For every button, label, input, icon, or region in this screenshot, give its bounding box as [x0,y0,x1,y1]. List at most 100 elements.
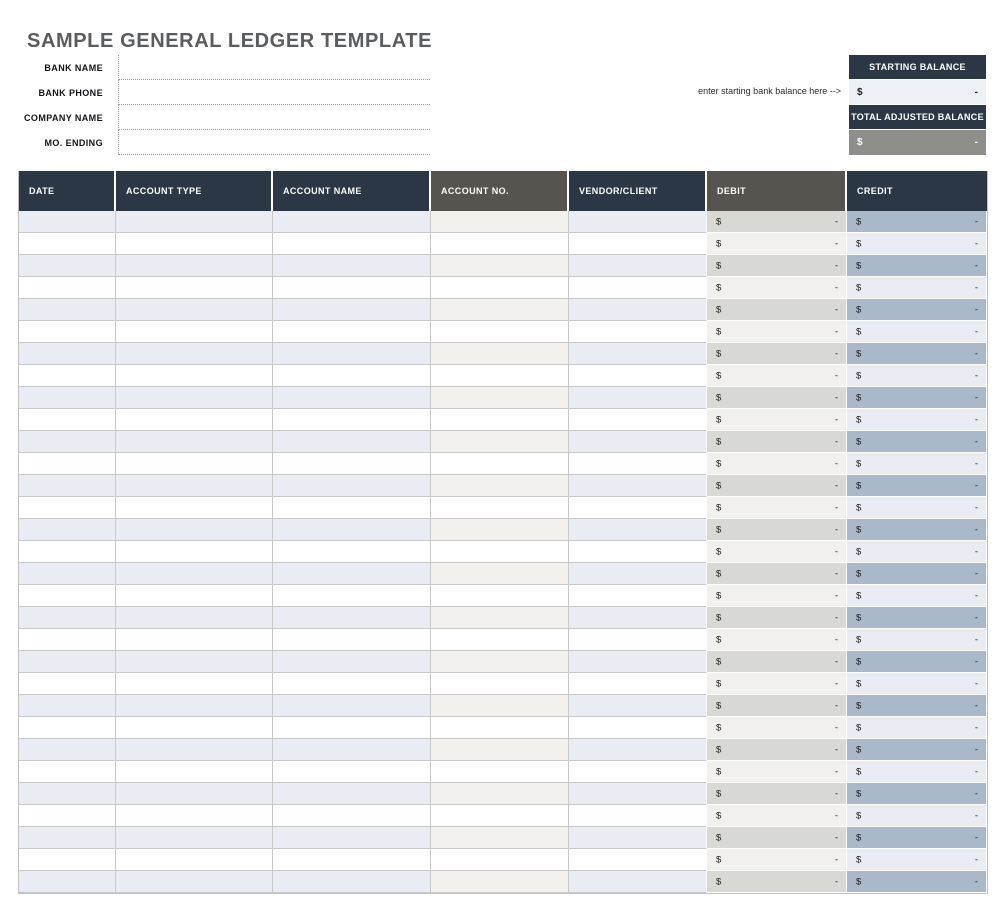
mo-ending-input[interactable] [118,130,430,155]
cell-account_no[interactable] [431,343,569,365]
cell-account_name[interactable] [273,739,431,761]
cell-account_type[interactable] [116,563,273,585]
cell-vendor_client[interactable] [569,783,707,805]
cell-account_type[interactable] [116,453,273,475]
cell-account_type[interactable] [116,431,273,453]
cell-vendor_client[interactable] [569,717,707,739]
cell-credit[interactable]: $ - [847,849,987,871]
cell-account_no[interactable] [431,695,569,717]
cell-vendor_client[interactable] [569,871,707,893]
cell-debit[interactable]: $ - [707,211,847,233]
cell-vendor_client[interactable] [569,849,707,871]
cell-account_type[interactable] [116,541,273,563]
cell-account_no[interactable] [431,277,569,299]
cell-account_name[interactable] [273,409,431,431]
cell-debit[interactable]: $ - [707,255,847,277]
cell-date[interactable] [19,673,116,695]
cell-credit[interactable]: $ - [847,651,987,673]
cell-account_no[interactable] [431,255,569,277]
cell-account_name[interactable] [273,783,431,805]
cell-date[interactable] [19,277,116,299]
cell-credit[interactable]: $ - [847,343,987,365]
cell-date[interactable] [19,541,116,563]
cell-vendor_client[interactable] [569,475,707,497]
cell-date[interactable] [19,365,116,387]
cell-account_name[interactable] [273,365,431,387]
cell-credit[interactable]: $ - [847,739,987,761]
cell-credit[interactable]: $ - [847,431,987,453]
cell-credit[interactable]: $ - [847,563,987,585]
cell-account_type[interactable] [116,365,273,387]
cell-date[interactable] [19,651,116,673]
cell-account_type[interactable] [116,299,273,321]
cell-vendor_client[interactable] [569,761,707,783]
cell-vendor_client[interactable] [569,739,707,761]
cell-debit[interactable]: $ - [707,585,847,607]
cell-account_no[interactable] [431,585,569,607]
cell-account_no[interactable] [431,453,569,475]
cell-debit[interactable]: $ - [707,497,847,519]
cell-account_no[interactable] [431,739,569,761]
cell-account_type[interactable] [116,739,273,761]
cell-credit[interactable]: $ - [847,827,987,849]
cell-account_name[interactable] [273,541,431,563]
cell-credit[interactable]: $ - [847,475,987,497]
cell-credit[interactable]: $ - [847,211,987,233]
cell-date[interactable] [19,387,116,409]
cell-account_name[interactable] [273,673,431,695]
cell-account_no[interactable] [431,827,569,849]
cell-account_no[interactable] [431,233,569,255]
cell-vendor_client[interactable] [569,519,707,541]
cell-account_type[interactable] [116,387,273,409]
cell-account_type[interactable] [116,673,273,695]
cell-account_name[interactable] [273,805,431,827]
cell-vendor_client[interactable] [569,805,707,827]
cell-date[interactable] [19,607,116,629]
cell-vendor_client[interactable] [569,607,707,629]
cell-date[interactable] [19,475,116,497]
cell-account_no[interactable] [431,321,569,343]
cell-account_no[interactable] [431,519,569,541]
cell-account_name[interactable] [273,651,431,673]
cell-debit[interactable]: $ - [707,431,847,453]
cell-debit[interactable]: $ - [707,849,847,871]
cell-account_type[interactable] [116,849,273,871]
cell-account_no[interactable] [431,299,569,321]
cell-debit[interactable]: $ - [707,827,847,849]
cell-credit[interactable]: $ - [847,805,987,827]
cell-date[interactable] [19,519,116,541]
cell-credit[interactable]: $ - [847,277,987,299]
cell-date[interactable] [19,563,116,585]
cell-debit[interactable]: $ - [707,541,847,563]
cell-account_type[interactable] [116,717,273,739]
cell-account_name[interactable] [273,475,431,497]
cell-account_type[interactable] [116,607,273,629]
cell-account_type[interactable] [116,475,273,497]
cell-debit[interactable]: $ - [707,409,847,431]
cell-debit[interactable]: $ - [707,761,847,783]
cell-credit[interactable]: $ - [847,673,987,695]
cell-debit[interactable]: $ - [707,563,847,585]
cell-account_name[interactable] [273,629,431,651]
cell-account_type[interactable] [116,651,273,673]
cell-credit[interactable]: $ - [847,409,987,431]
cell-account_type[interactable] [116,343,273,365]
cell-credit[interactable]: $ - [847,519,987,541]
bank-phone-input[interactable] [118,80,430,105]
cell-debit[interactable]: $ - [707,651,847,673]
cell-credit[interactable]: $ - [847,365,987,387]
cell-debit[interactable]: $ - [707,475,847,497]
cell-vendor_client[interactable] [569,409,707,431]
cell-date[interactable] [19,255,116,277]
cell-account_name[interactable] [273,585,431,607]
cell-date[interactable] [19,629,116,651]
cell-account_no[interactable] [431,563,569,585]
cell-debit[interactable]: $ - [707,783,847,805]
cell-account_no[interactable] [431,651,569,673]
cell-vendor_client[interactable] [569,365,707,387]
cell-account_no[interactable] [431,805,569,827]
cell-vendor_client[interactable] [569,343,707,365]
cell-credit[interactable]: $ - [847,299,987,321]
cell-debit[interactable]: $ - [707,673,847,695]
cell-account_type[interactable] [116,497,273,519]
